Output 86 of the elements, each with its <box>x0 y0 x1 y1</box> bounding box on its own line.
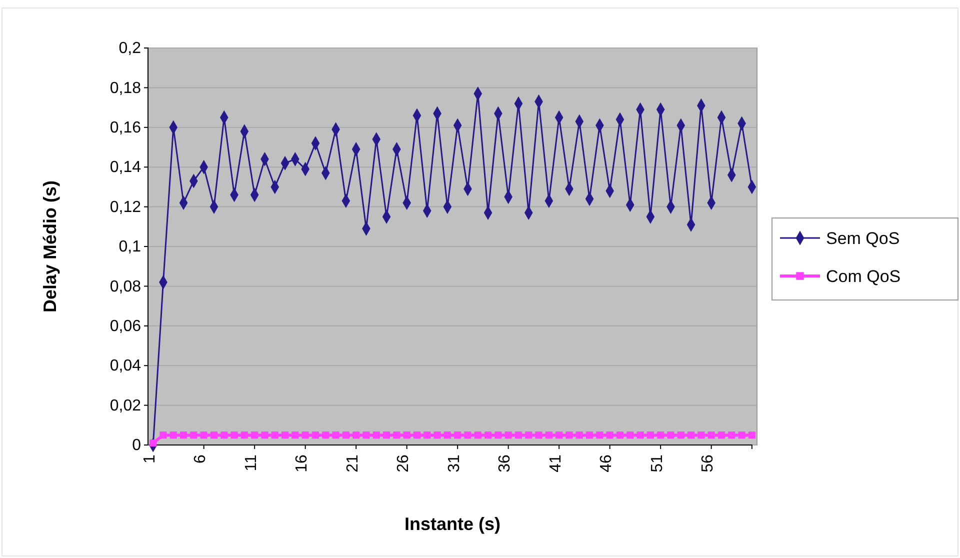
point <box>728 432 736 439</box>
point <box>616 432 624 439</box>
point <box>413 432 421 439</box>
y-tick-label: 0,02 <box>110 397 142 414</box>
point <box>434 432 441 439</box>
y-tick-label: 0,2 <box>118 40 142 58</box>
point <box>312 432 320 439</box>
point <box>596 432 604 439</box>
x-tick-label: 51 <box>648 454 666 472</box>
x-tick-label: 31 <box>446 454 463 472</box>
point <box>210 432 218 439</box>
point <box>606 432 614 439</box>
point <box>556 432 563 439</box>
point <box>474 432 482 439</box>
point <box>525 432 532 439</box>
point <box>454 432 462 439</box>
point <box>362 432 370 439</box>
point <box>738 432 746 439</box>
point <box>494 432 502 439</box>
x-tick-label: 26 <box>395 454 412 472</box>
point <box>718 432 726 439</box>
point <box>586 432 594 439</box>
point <box>180 432 188 439</box>
point <box>687 432 695 439</box>
y-tick-label: 0,1 <box>118 238 142 256</box>
point <box>464 432 472 439</box>
point <box>271 432 278 439</box>
point <box>190 432 198 439</box>
point <box>322 432 330 439</box>
point <box>657 432 664 439</box>
point <box>170 432 177 439</box>
point <box>292 432 299 439</box>
point <box>302 432 309 439</box>
point <box>230 432 238 439</box>
point <box>332 432 340 439</box>
y-tick-label: 0,16 <box>110 120 142 137</box>
point <box>200 432 208 439</box>
y-tick-label: 0,12 <box>110 198 142 216</box>
legend-label: Com QoS <box>826 267 901 286</box>
y-tick-label: 0 <box>132 437 142 454</box>
x-tick-label: 56 <box>700 454 717 472</box>
point <box>504 432 512 439</box>
legend-label: Sem QoS <box>826 229 900 248</box>
point <box>566 432 573 439</box>
x-tick-label: 11 <box>242 454 260 472</box>
x-tick-label: 46 <box>598 454 616 472</box>
point <box>748 432 756 439</box>
point <box>240 432 248 439</box>
point <box>251 432 258 439</box>
point <box>393 432 400 439</box>
point <box>403 432 410 439</box>
point <box>708 432 715 439</box>
point <box>545 432 552 439</box>
y-axis-title: Delay Médio (s) <box>40 180 60 313</box>
point <box>261 432 268 439</box>
x-tick-label: 6 <box>192 454 210 464</box>
x-tick-label: 1 <box>141 454 158 464</box>
y-tick-label: 0,18 <box>110 80 142 97</box>
y-tick-label: 0,14 <box>110 159 142 176</box>
point <box>535 432 542 439</box>
point <box>382 432 390 439</box>
y-tick-label: 0,08 <box>110 278 142 296</box>
point <box>424 432 431 439</box>
point <box>646 432 654 439</box>
point <box>626 432 634 439</box>
x-tick-label: 16 <box>294 454 311 472</box>
point <box>342 432 350 439</box>
y-tick-label: 0,06 <box>110 318 142 336</box>
point <box>677 432 684 439</box>
point <box>444 432 451 439</box>
point <box>372 432 380 439</box>
point <box>281 432 289 439</box>
x-tick-label: 21 <box>344 454 362 472</box>
point <box>160 432 167 439</box>
point <box>220 432 228 439</box>
point <box>636 432 644 439</box>
x-tick-label: 36 <box>496 454 514 472</box>
point <box>576 432 583 439</box>
point <box>352 432 360 439</box>
x-axis-title: Instante (s) <box>404 514 501 534</box>
x-tick-label: 41 <box>547 454 564 472</box>
y-tick-label: 0,04 <box>110 358 142 375</box>
point <box>514 432 522 439</box>
point <box>667 432 674 439</box>
point <box>484 432 492 439</box>
point <box>698 432 705 439</box>
